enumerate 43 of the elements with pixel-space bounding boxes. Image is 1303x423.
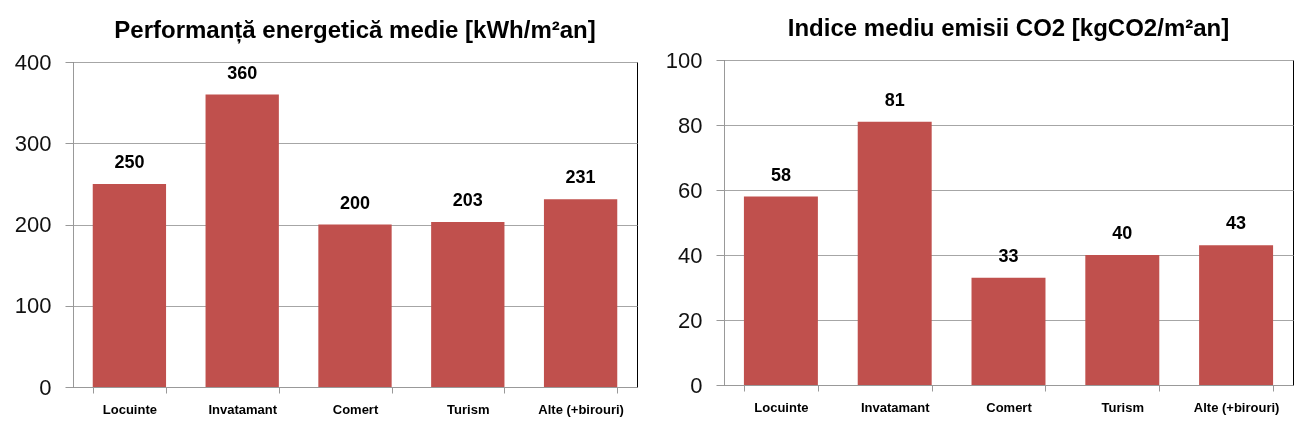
y-tick-label: 100 [665,47,703,73]
data-label: 58 [770,164,791,185]
data-label: 40 [1112,223,1133,243]
data-label: 231 [565,167,596,188]
y-tick-label: 0 [39,374,52,400]
x-tick-label: Invatamant [208,401,278,417]
data-label: 200 [339,192,371,213]
y-tick-label: 100 [14,293,52,319]
bar [543,199,618,387]
data-label: 203 [452,190,483,211]
y-tick-label: 300 [14,130,52,156]
bar [1085,255,1160,385]
x-tick-label: Invatamant [860,399,931,415]
x-tick-label: Alte (+birouri) [1193,399,1280,415]
data-label: 33 [998,245,1019,266]
x-tick-label: Alte (+birouri) [538,401,624,417]
bar [205,94,279,387]
y-tick-label: 80 [678,112,703,138]
bar [971,277,1046,385]
data-label: 81 [884,89,905,110]
x-tick-label: Locuinte [754,399,809,415]
y-tick-label: 40 [678,242,703,268]
y-tick-label: 60 [678,177,703,203]
x-tick-label: Comert [332,401,379,417]
bar [92,183,167,387]
data-label: 250 [114,151,145,172]
x-tick-label: Comert [986,399,1033,415]
data-label: 43 [1226,213,1247,234]
chart-title: Indice mediu emisii CO2 [kgCO2/m²an] [787,14,1230,41]
chart-title: Performanță energetică medie [kWh/m²an] [114,16,596,44]
y-tick-label: 0 [690,372,703,398]
bar [743,196,818,385]
bar [1199,245,1274,385]
x-tick-label: Locuinte [102,401,157,417]
y-tick-label: 20 [678,307,703,333]
x-tick-label: Turism [447,401,490,417]
x-tick-label: Turism [1101,399,1144,415]
bar [318,224,392,387]
y-tick-label: 400 [14,49,52,75]
bar [857,121,932,385]
y-tick-label: 200 [14,212,52,237]
bar [431,222,505,387]
data-label: 360 [227,62,258,83]
